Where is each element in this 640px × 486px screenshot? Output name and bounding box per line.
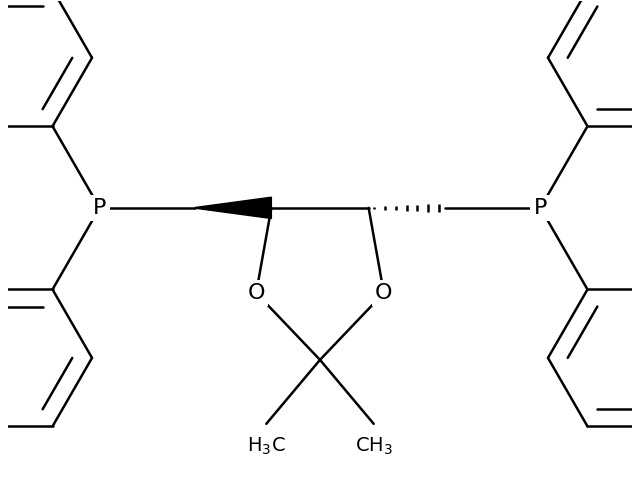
Text: O: O [375,283,392,303]
Text: P: P [93,198,106,218]
Text: CH$_3$: CH$_3$ [355,436,393,457]
Text: O: O [248,283,265,303]
Text: H$_3$C: H$_3$C [247,436,285,457]
Polygon shape [195,197,271,219]
Text: P: P [534,198,547,218]
